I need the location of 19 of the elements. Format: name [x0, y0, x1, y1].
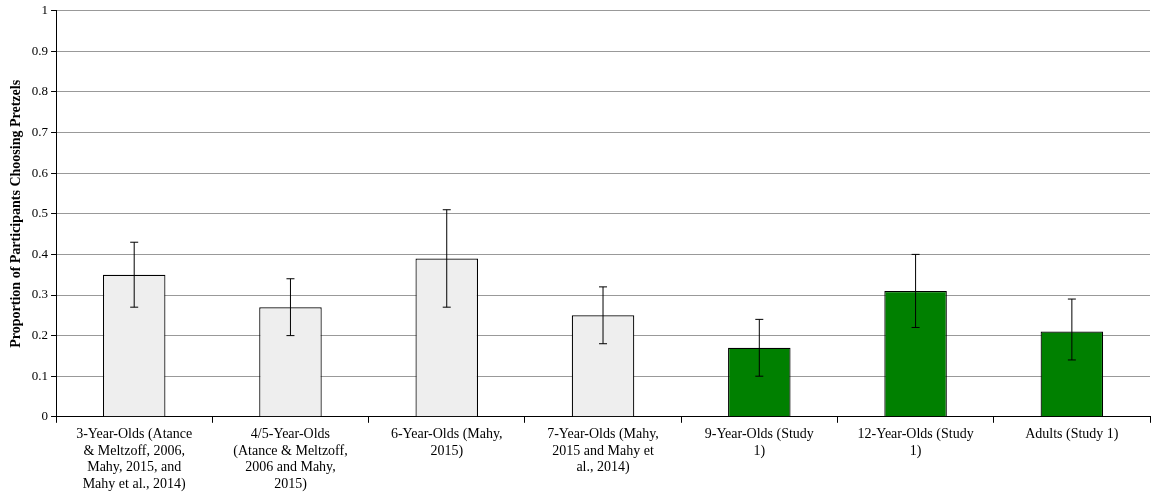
y-tick-label: 0.8: [31, 83, 49, 99]
y-tick-label: 0.4: [31, 245, 49, 261]
y-tick-label: 0.6: [31, 164, 49, 180]
x-tick-label: Adults (Study 1): [1025, 425, 1119, 442]
y-axis-title: Proportion of Participants Choosing Pretzels: [8, 79, 24, 348]
y-tick-label: 0.7: [31, 124, 49, 140]
x-tick-label: 3-Year-Olds (Atance & Meltzoff, 2006, Mahy, 2015, and Mahy et al., 2014): [76, 425, 193, 493]
x-tick-label: 7-Year-Olds (Mahy, 2015 and Mahy et al., 2014): [547, 425, 659, 476]
x-tick-label: 12-Year-Olds (Study 1): [857, 425, 974, 459]
y-tick-label: 0: [41, 408, 49, 424]
x-tick-label: 9-Year-Olds (Study 1): [704, 425, 814, 459]
x-tick-label: 4/5-Year-Olds (Atance & Meltzoff, 2006 and Mahy, 2015): [233, 425, 348, 493]
y-tick-label: 0.5: [31, 205, 49, 221]
y-tick-label: 0.1: [31, 367, 49, 383]
y-tick-label: 0.9: [31, 42, 49, 58]
y-tick-label: 0.3: [31, 286, 49, 302]
x-tick-label: 6-Year-Olds (Mahy, 2015): [390, 425, 503, 459]
y-tick-label: 1: [41, 2, 49, 18]
y-tick-label: 0.2: [31, 327, 49, 343]
